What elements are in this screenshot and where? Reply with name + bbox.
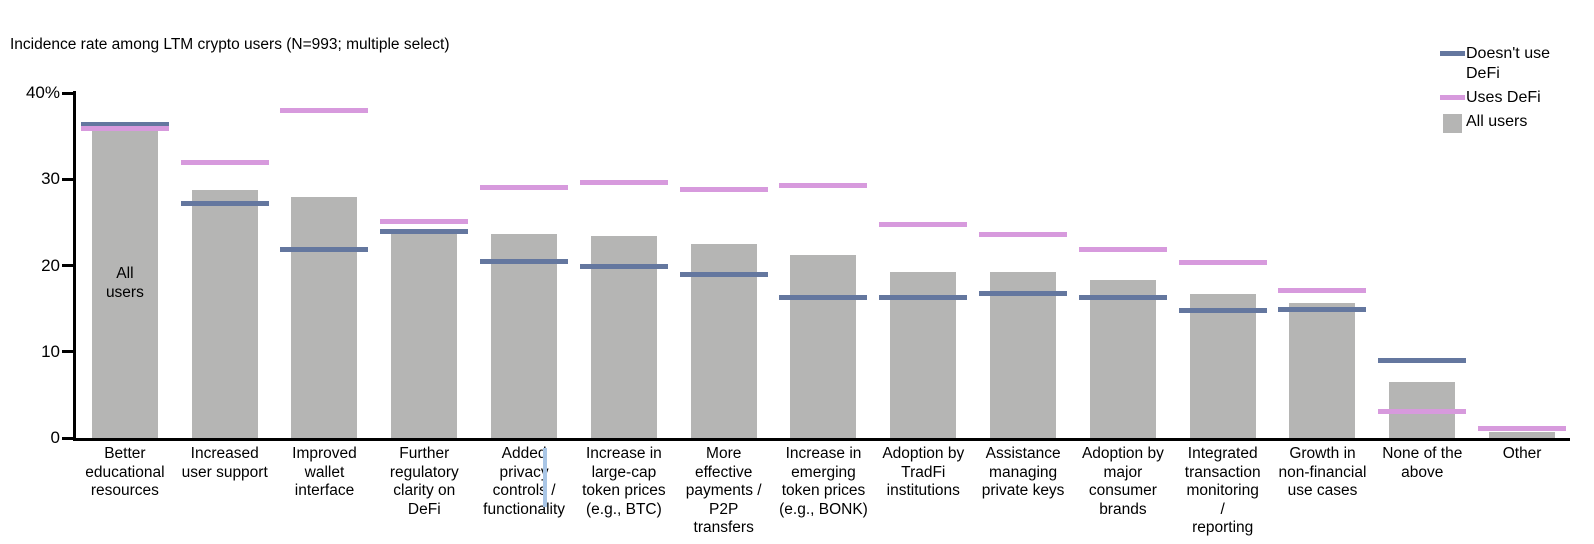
all-users-bar [590,236,657,438]
doesnt-use-defi-marker [480,258,569,264]
y-tick-label: 40% [25,83,60,102]
y-tick [62,350,73,354]
x-axis-line [73,438,1570,441]
x-axis-label: Increase in large-cap token prices (e.g.… [582,445,666,518]
x-axis-label: Integrated transaction monitoring / repo… [1184,445,1261,536]
all-users-bar [990,271,1057,438]
bar-slot: Assistance managing private keys [973,0,1073,544]
bar-slot: Increase in emerging token prices (e.g.,… [774,0,874,544]
all-users-bar [91,130,158,438]
bar-slot: Growth in non-financial use cases [1273,0,1373,544]
doesnt-use-defi-marker [1178,307,1267,313]
all-users-bar [1489,431,1556,438]
uses-defi-marker [280,107,369,113]
doesnt-use-defi-marker [679,272,768,278]
doesnt-use-defi-marker [380,228,469,234]
legend-label: All users [1466,113,1528,130]
uses-defi-swatch-icon [1440,95,1465,100]
x-axis-label: Adoption by major consumer brands [1081,445,1164,518]
text-cursor-artifact [543,448,547,507]
y-tick [62,264,73,267]
uses-defi-marker [1178,260,1267,266]
x-axis-label: Increase in emerging token prices (e.g.,… [779,445,868,518]
doesnt-use-defi-marker [1078,294,1167,300]
uses-defi-marker [979,231,1068,237]
doesnt-use-defi-marker [779,294,868,300]
all-users-bar [1089,280,1156,438]
x-axis-label: More effective payments / P2P transfers [685,445,762,536]
all-users-bar [1289,303,1356,438]
bar-slot: Added privacy controls / functionality [474,0,574,544]
bar-slot: Adoption by major consumer brands [1073,0,1173,544]
uses-defi-marker [80,125,169,131]
y-tick-label: 20 [41,255,60,275]
uses-defi-marker [679,187,768,193]
all-users-bar [491,234,558,438]
doesnt-use-defi-swatch-icon [1440,51,1465,56]
uses-defi-marker [579,180,668,186]
x-axis-label: None of the above [1382,445,1463,481]
bar-slot: Adoption by TradFi institutions [873,0,973,544]
uses-defi-marker [1478,426,1567,431]
y-axis-line [73,91,76,441]
uses-defi-marker [1078,246,1167,252]
bar-slot: Integrated transaction monitoring / repo… [1173,0,1273,544]
all-users-bar [1189,293,1256,438]
legend-item-all-users: All users [1440,112,1550,133]
legend-item-uses-defi: Uses DeFi [1440,88,1550,108]
doesnt-use-defi-marker [979,290,1068,296]
doesnt-use-defi-marker [80,122,169,128]
doesnt-use-defi-marker [579,263,668,269]
all-users-swatch-icon [1443,114,1462,133]
plot-area: Better educational resources All users Inc… [75,0,1572,544]
x-axis-label: Adoption by TradFi institutions [882,445,965,499]
x-axis-label: Added privacy controls / functionality [483,445,566,518]
legend-label: Doesn't use DeFi [1466,45,1550,82]
y-tick-label: 10 [41,341,60,361]
x-axis-label: Further regulatory clarity on DeFi [389,445,459,518]
uses-defi-marker [879,222,968,228]
bar-slot: Improved wallet interface [275,0,375,544]
uses-defi-marker [480,185,569,191]
bar-slot: Increase in large-cap token prices (e.g.… [574,0,674,544]
y-tick [62,436,73,440]
doesnt-use-defi-marker [879,294,968,300]
doesnt-use-defi-marker [1378,357,1467,363]
x-axis-label: Assistance managing private keys [981,445,1065,499]
bar-slot: Further regulatory clarity on DeFi [374,0,474,544]
x-axis-label: Better educational resources [85,445,165,499]
uses-defi-marker [779,182,868,188]
doesnt-use-defi-marker [180,200,269,206]
x-axis-label: Growth in non-financial use cases [1278,445,1367,499]
x-axis-label: Other [1502,445,1542,462]
all-users-bar [790,255,857,438]
x-axis-label: Improved wallet interface [292,445,357,499]
uses-defi-marker [1278,288,1367,293]
chart-title: Incidence rate among LTM crypto users (N… [10,36,450,53]
y-tick [62,91,73,95]
all-users-bar-annotation: All users [105,265,144,301]
legend-label: Uses DeFi [1466,89,1541,106]
doesnt-use-defi-marker [280,247,369,253]
legend: Doesn't use DeFi Uses DeFi All users [1440,44,1550,133]
bar-slot: Increased user support [175,0,275,544]
bar-slot: Better educational resources All users [75,0,175,544]
y-tick [62,177,73,181]
y-tick-label: 0 [50,428,60,447]
all-users-bar [191,189,258,438]
y-tick-label: 30 [41,169,60,189]
all-users-bar [291,196,358,438]
doesnt-use-defi-marker [1278,306,1367,312]
uses-defi-marker [1378,408,1467,414]
uses-defi-marker [180,159,269,165]
bar-slot: None of the above [1372,0,1472,544]
all-users-bar [391,229,458,438]
bar-slot: More effective payments / P2P transfers [674,0,774,544]
uses-defi-marker [380,219,469,224]
legend-item-doesnt-use-defi: Doesn't use DeFi [1440,44,1550,84]
bar-slot: Other [1472,0,1572,544]
x-axis-label: Increased user support [181,445,268,481]
